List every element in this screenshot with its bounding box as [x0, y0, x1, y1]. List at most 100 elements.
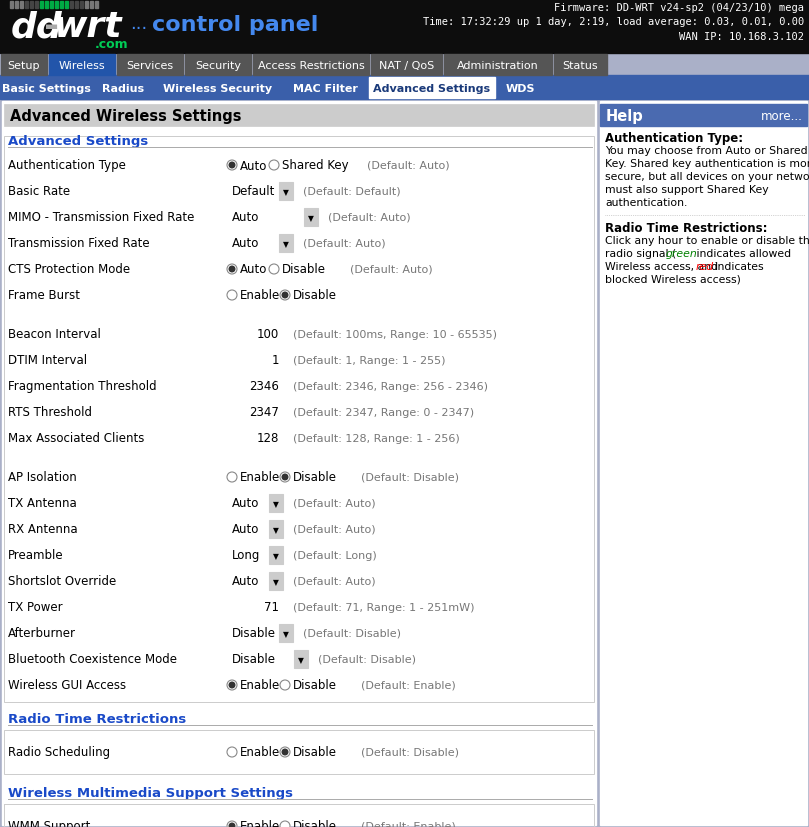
Text: Radio Scheduling: Radio Scheduling [8, 746, 110, 758]
Bar [228, 547, 283, 564]
Text: (Default: Auto): (Default: Auto) [293, 499, 375, 509]
Text: Long: Long [232, 549, 260, 562]
Text: Auto: Auto [232, 523, 260, 536]
Bar [228, 429, 283, 447]
Bar [279, 624, 293, 643]
Text: indicates allowed: indicates allowed [693, 249, 791, 259]
Bar [228, 351, 283, 370]
Circle shape [227, 680, 237, 691]
Bar [228, 326, 283, 343]
Bar [228, 404, 283, 422]
Text: Frame Burst: Frame Burst [8, 289, 80, 302]
Bar [20, 2, 23, 9]
Circle shape [227, 290, 237, 301]
Bar [1, 55, 47, 76]
Text: (Default: Disable): (Default: Disable) [362, 747, 460, 757]
Text: (Default: Disable): (Default: Disable) [303, 629, 401, 638]
Text: Afterburner: Afterburner [8, 627, 76, 640]
Text: Fragmentation Threshold: Fragmentation Threshold [8, 380, 157, 393]
Bar [30, 2, 33, 9]
Bar [95, 2, 98, 9]
Text: Status: Status [563, 61, 599, 71]
Circle shape [282, 475, 288, 480]
Text: 71: 71 [264, 600, 279, 614]
Circle shape [280, 680, 290, 691]
Bar [600, 102, 807, 825]
Text: ▼: ▼ [273, 525, 279, 534]
Bar [65, 2, 68, 9]
Bar [253, 55, 369, 76]
Text: (Default: Long): (Default: Long) [293, 550, 377, 561]
Bar [279, 235, 293, 253]
Bar [55, 2, 58, 9]
Text: Basic Settings: Basic Settings [2, 84, 91, 94]
Text: (Default: Auto): (Default: Auto) [367, 160, 450, 171]
Bar [40, 2, 43, 9]
Text: Shortslot Override: Shortslot Override [8, 575, 116, 588]
Text: WMM Support: WMM Support [8, 820, 91, 827]
Text: Wireless Security: Wireless Security [163, 84, 273, 94]
Text: (Default: Auto): (Default: Auto) [293, 576, 375, 586]
Text: Enable: Enable [240, 820, 280, 827]
Text: Key. Shared key authentication is more: Key. Shared key authentication is more [605, 159, 809, 169]
Text: Authentication Type: Authentication Type [8, 160, 126, 172]
Text: (Default: Disable): (Default: Disable) [318, 654, 416, 664]
Bar [10, 2, 13, 9]
Text: (Default: Enable): (Default: Enable) [362, 821, 456, 827]
Text: Click any hour to enable or disable the: Click any hour to enable or disable the [605, 236, 809, 246]
Text: Disable: Disable [293, 746, 337, 758]
Text: CTS Protection Mode: CTS Protection Mode [8, 263, 130, 276]
Bar [80, 2, 83, 9]
Text: Disable: Disable [293, 820, 337, 827]
Text: ▼: ▼ [283, 240, 289, 249]
Text: TX Antenna: TX Antenna [8, 497, 77, 510]
Bar [294, 650, 308, 668]
Text: Advanced Settings: Advanced Settings [8, 135, 148, 148]
Text: (Default: Auto): (Default: Auto) [350, 265, 433, 275]
Bar [269, 495, 283, 513]
Text: Default: Default [232, 185, 275, 198]
Text: 2347: 2347 [249, 406, 279, 419]
Text: Shared Key: Shared Key [282, 160, 349, 172]
Text: Services: Services [126, 61, 174, 71]
Text: Disable: Disable [293, 289, 337, 302]
Text: (Default: Disable): (Default: Disable) [362, 472, 460, 482]
Text: radio signal (: radio signal ( [605, 249, 676, 259]
Text: (Default: 2347, Range: 0 - 2347): (Default: 2347, Range: 0 - 2347) [293, 408, 474, 418]
Text: Disable: Disable [282, 263, 326, 276]
Text: Administration: Administration [457, 61, 539, 71]
Text: Auto: Auto [232, 497, 260, 510]
Bar [0, 0, 809, 54]
Text: Radius: Radius [102, 84, 144, 94]
Bar [279, 183, 293, 201]
Bar [35, 2, 38, 9]
Bar [4, 105, 594, 127]
Circle shape [280, 290, 290, 301]
Text: Disable: Disable [293, 471, 337, 484]
Text: (Default: 2346, Range: 256 - 2346): (Default: 2346, Range: 256 - 2346) [293, 381, 488, 391]
Text: green: green [665, 249, 697, 259]
Text: Auto: Auto [232, 211, 260, 224]
Bar [85, 2, 88, 9]
Bar [15, 2, 18, 9]
Text: Enable: Enable [240, 289, 280, 302]
Text: ...: ... [130, 15, 147, 33]
Text: ▼: ▼ [298, 655, 304, 664]
Text: NAT / QoS: NAT / QoS [379, 61, 434, 71]
Bar [25, 2, 28, 9]
Text: Enable: Enable [240, 471, 280, 484]
Text: ▼: ▼ [273, 500, 279, 509]
Text: (Default: 128, Range: 1 - 256): (Default: 128, Range: 1 - 256) [293, 433, 460, 443]
Text: RTS Threshold: RTS Threshold [8, 406, 92, 419]
Text: Disable: Disable [293, 679, 337, 691]
Text: (Default: 100ms, Range: 10 - 65535): (Default: 100ms, Range: 10 - 65535) [293, 330, 497, 340]
Text: Beacon Interval: Beacon Interval [8, 328, 101, 341]
Circle shape [280, 821, 290, 827]
Bar [45, 2, 48, 9]
Text: Enable: Enable [240, 679, 280, 691]
Text: Max Associated Clients: Max Associated Clients [8, 432, 144, 445]
Bar [90, 2, 93, 9]
Text: Preamble: Preamble [8, 549, 64, 562]
Bar [185, 55, 251, 76]
Text: WDS: WDS [506, 84, 535, 94]
